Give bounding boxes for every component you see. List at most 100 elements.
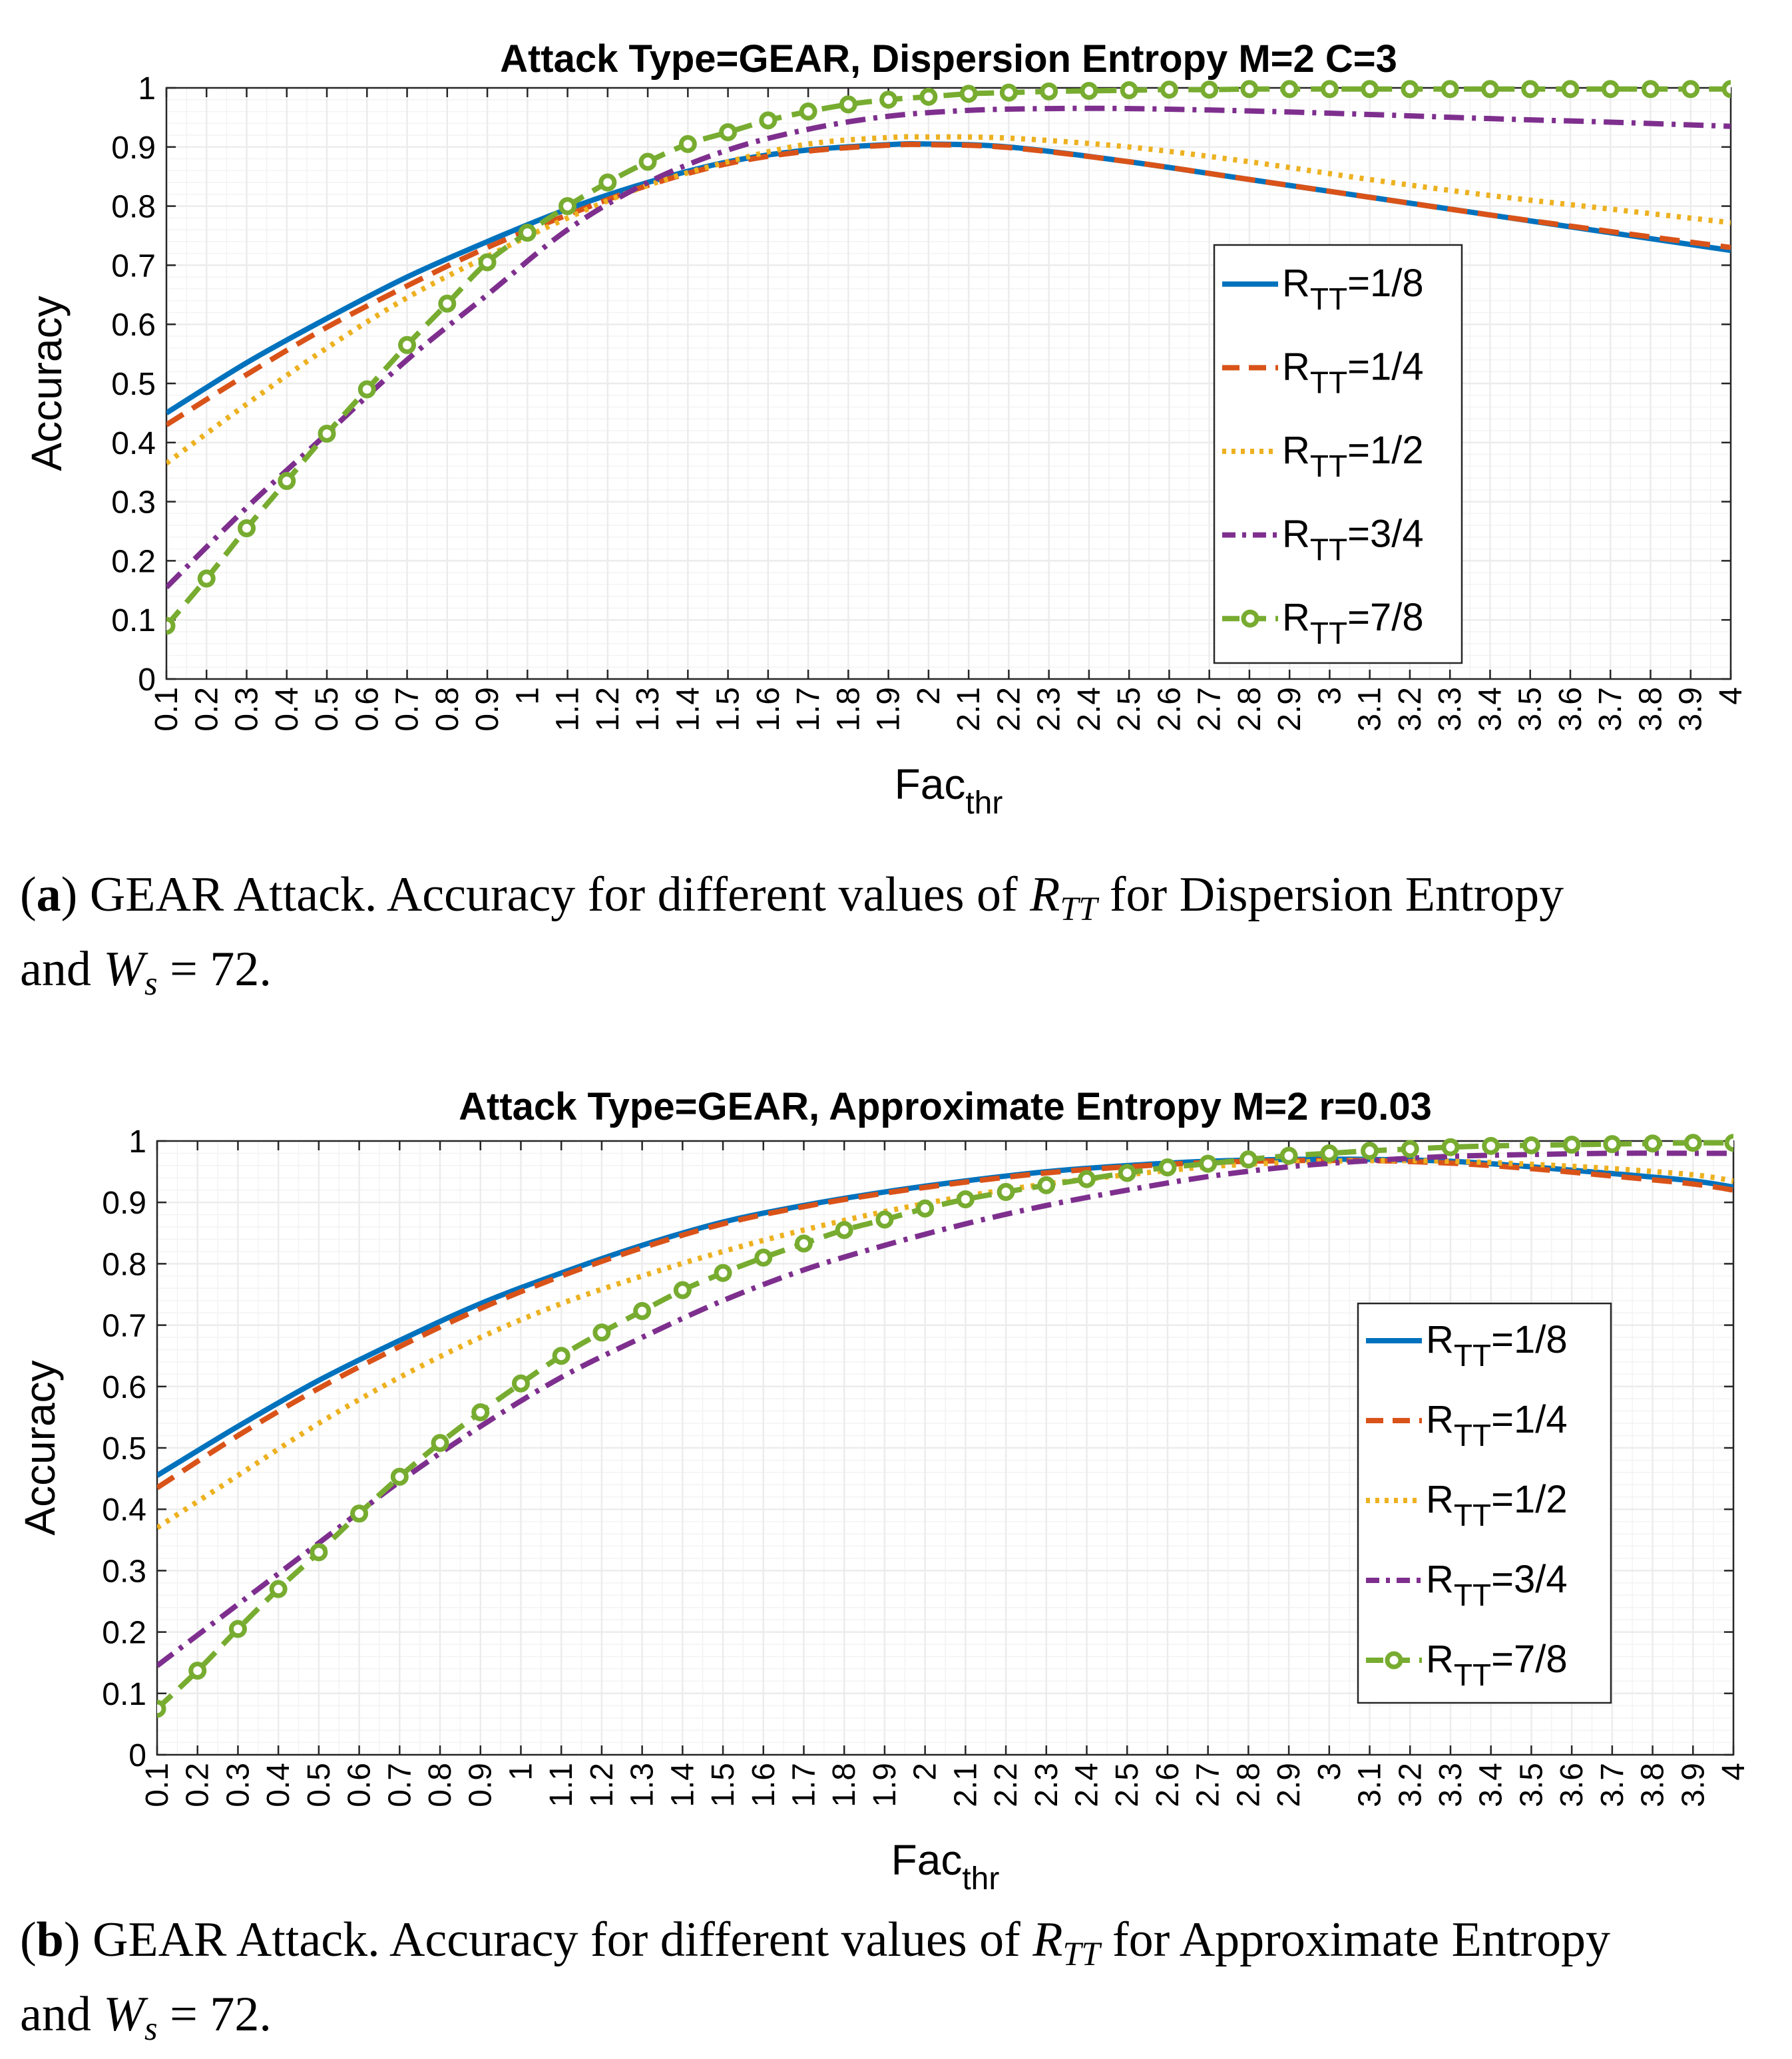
chart-title: Attack Type=GEAR, Dispersion Entropy M=2… (500, 37, 1397, 81)
legend-label: RTT=1/2 (1282, 429, 1424, 483)
x-tick-label: 1.2 (584, 1763, 620, 1807)
data-point (471, 1403, 490, 1422)
legend-label-sub: TT (1454, 1578, 1491, 1612)
data-point (166, 616, 176, 635)
y-tick-label: 0.9 (102, 1186, 146, 1221)
legend-box (1213, 244, 1463, 664)
series-14 (166, 141, 1731, 427)
x-tick-label: 3.6 (1553, 687, 1588, 732)
data-point (719, 123, 738, 142)
x-tick-label: 0.6 (349, 687, 385, 732)
data-point (638, 152, 657, 171)
x-tick-label: 3 (1312, 687, 1347, 705)
legend-label-main: R (1282, 596, 1310, 639)
legend-label: RTT=7/8 (1282, 596, 1424, 650)
data-point (919, 87, 938, 106)
data-point (1721, 80, 1731, 99)
data-point (1361, 80, 1379, 99)
y-tick-label: 0.7 (111, 248, 156, 284)
legend-label-sub: TT (1454, 1338, 1491, 1373)
x-tick-label: 0.4 (261, 1763, 296, 1807)
data-point (1603, 1135, 1622, 1154)
series-line (157, 1140, 1733, 1711)
x-tick-label: 3.2 (1393, 1763, 1428, 1807)
x-axis-label: Facthr (891, 1836, 1000, 1897)
x-tick-label: 0.3 (230, 687, 265, 732)
data-point (1601, 80, 1620, 99)
legend-label: RTT=3/4 (1426, 1558, 1568, 1612)
data-point (1641, 80, 1660, 99)
x-tick-label: 2.1 (951, 687, 987, 732)
legend-box (1357, 1302, 1612, 1704)
legend-label-sub: TT (1310, 365, 1347, 399)
figure-panel-b: 0 0.1 0.2 0.3 0.4 0.5 0.6 0.7 0.8 0.9 1 0.1 0.2 0.3 0.… (0, 1058, 1792, 2059)
caption-b: (b) GEAR Attack. Accuracy for different … (20, 1913, 1611, 2048)
x-tick-label: 0.9 (463, 1763, 499, 1807)
x-tick-label: 1.1 (544, 1763, 579, 1807)
legend-label-suffix: =7/8 (1491, 1638, 1568, 1681)
x-tick-label: 3.8 (1633, 687, 1668, 732)
x-tick-label: 2.8 (1232, 687, 1267, 732)
x-tick-label: 0.4 (270, 687, 305, 732)
legend-label-suffix: =3/4 (1347, 513, 1424, 556)
y-tick-label: 0.8 (111, 190, 156, 225)
x-tick-label: 0.1 (140, 1763, 175, 1807)
data-point (1482, 1136, 1500, 1155)
caption-a-text: GEAR Attack. Accuracy for different valu… (77, 867, 1030, 922)
x-tick-label: 0.8 (423, 1763, 458, 1807)
data-point (1561, 80, 1580, 99)
legend-label: RTT=7/8 (1426, 1638, 1568, 1692)
y-tick-label: 0.5 (111, 367, 156, 402)
x-tick-label: 4 (1716, 1763, 1751, 1781)
data-point (228, 1620, 247, 1638)
legend-label-sub: TT (1454, 1498, 1491, 1532)
x-tick-label: 2.4 (1070, 1763, 1105, 1807)
data-point (916, 1199, 935, 1218)
data-point (754, 1248, 773, 1267)
legend-label-main: R (1282, 513, 1310, 556)
data-point (759, 111, 778, 130)
data-point (1644, 1134, 1662, 1153)
legend-label-sub: TT (1310, 282, 1347, 316)
data-point (1118, 1164, 1136, 1182)
caption-b-var: R (1032, 1913, 1063, 1967)
caption-b-ws-var: W (103, 1987, 145, 2042)
data-point (511, 1374, 530, 1393)
data-point (1160, 81, 1178, 99)
data-point (357, 380, 376, 399)
y-tick-label: 0.6 (111, 308, 156, 343)
caption-b-line2: and (20, 1987, 104, 2042)
data-point (552, 1347, 570, 1365)
x-tick-label: 2.4 (1072, 687, 1107, 732)
data-point (678, 134, 697, 153)
data-point (1279, 1146, 1298, 1165)
y-tick-label: 0 (138, 662, 156, 698)
x-tick-label: 0.2 (180, 1763, 216, 1807)
legend-label-main: R (1282, 345, 1310, 388)
x-tick-label: 2.3 (1032, 687, 1067, 732)
x-tick-label: 1.8 (831, 687, 866, 732)
x-tick-label: 3.9 (1676, 1763, 1711, 1807)
x-tick-label: 3.5 (1514, 1763, 1549, 1807)
y-tick-label: 0.7 (102, 1309, 146, 1344)
data-point (1480, 80, 1499, 99)
data-point (598, 173, 617, 192)
data-point (1037, 1176, 1056, 1194)
data-point (592, 1323, 611, 1342)
data-point (1521, 80, 1540, 99)
legend-label: RTT=1/4 (1282, 345, 1424, 399)
x-tick-label: 0.9 (470, 687, 505, 732)
x-axis-label-sub: thr (962, 1861, 999, 1897)
legend-label-main: R (1282, 262, 1310, 305)
data-point (398, 336, 417, 354)
data-point (310, 1543, 328, 1562)
caption-a-line2: and (20, 942, 104, 997)
data-point (1078, 1170, 1096, 1188)
x-tick-label: 3.6 (1554, 1763, 1590, 1807)
figure-panel-a: 0 0.1 0.2 0.3 0.4 0.5 0.6 0.7 0.8 0.9 1 0.1 0.2 0.3 0.… (20, 37, 1749, 1000)
legend-label-main: R (1282, 429, 1310, 472)
approximate-entropy-chart: 00.10.20.30.40.50.60.70.80.910.1 0.2 0.3 0.… (16, 1085, 1751, 1897)
data-point (350, 1504, 369, 1523)
y-tick-label: 1 (128, 1124, 146, 1160)
